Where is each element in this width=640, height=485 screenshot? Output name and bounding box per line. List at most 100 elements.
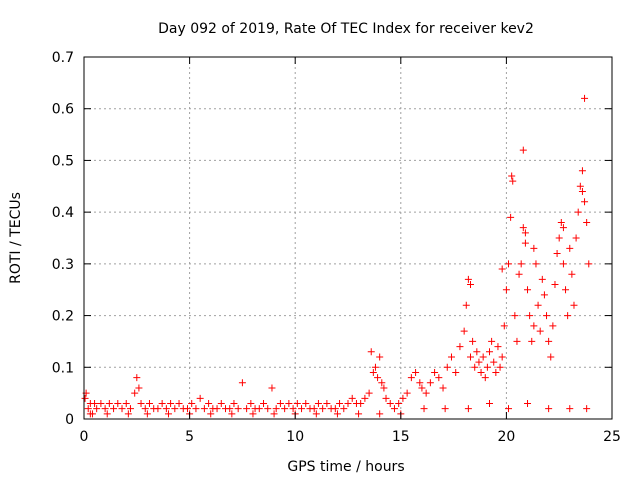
data-point [101,405,109,413]
y-tick-label: 0 [65,412,74,428]
data-point [466,353,474,361]
data-point [515,270,523,278]
data-point [530,244,538,252]
data-point [84,405,92,413]
tick-labels: 0 5 10 15 20 25 0 0.1 0.2 0.3 0.4 0.5 0.6 0.7 [52,50,621,445]
data-point [498,353,506,361]
x-tick-label: 0 [80,429,89,445]
data-point [559,224,567,232]
data-point [521,229,529,237]
data-point [534,301,542,309]
data-point [302,399,310,407]
data-point [581,198,589,206]
data-point [524,399,532,407]
data-point [564,312,572,320]
data-point [192,405,200,413]
data-point [585,260,593,268]
data-point [462,301,470,309]
data-point [452,368,460,376]
data-point [137,399,145,407]
data-point [416,379,424,387]
x-tick-label: 20 [497,429,515,445]
data-point [526,312,534,320]
data-point [145,399,153,407]
data-point [285,399,293,407]
data-point [502,286,510,294]
data-point [477,368,485,376]
data-point [310,405,318,413]
data-point [298,405,306,413]
data-point [517,260,525,268]
x-axis-label: GPS time / hours [287,459,404,475]
data-point [348,394,356,402]
data-point [505,405,513,413]
data-point [162,405,170,413]
data-point [264,405,272,413]
data-point [344,399,352,407]
data-point [460,327,468,335]
data-point [540,291,548,299]
data-point [171,405,179,413]
data-point [581,94,589,102]
data-point [289,405,297,413]
data-point [272,405,280,413]
data-point [207,410,215,418]
data-point [505,260,513,268]
data-point [528,337,536,345]
y-tick-label: 0.1 [52,360,74,376]
data-point [205,399,213,407]
data-point [498,265,506,273]
data-point [545,337,553,345]
y-tick-label: 0.3 [52,257,74,273]
data-point [390,405,398,413]
data-point [464,275,472,283]
data-point [319,405,327,413]
data-point [260,399,268,407]
data-point [559,260,567,268]
data-point [481,374,489,382]
data-point [97,399,105,407]
data-point [369,368,377,376]
data-point [583,405,591,413]
data-point [545,405,553,413]
data-point [426,379,434,387]
data-point [323,399,331,407]
y-tick-label: 0.5 [52,153,74,169]
chart-title: Day 092 of 2019, Rate Of TEC Index for r… [158,21,534,37]
data-point [367,348,375,356]
data-point [154,405,162,413]
data-point [361,394,369,402]
data-point [403,389,411,397]
data-point [486,399,494,407]
data-point [399,394,407,402]
data-point [365,389,373,397]
data-point [103,410,111,418]
data-point [293,399,301,407]
x-tick-label: 25 [603,429,621,445]
data-point [576,182,584,190]
data-point [532,260,540,268]
data-point [466,281,474,289]
data-point [570,301,578,309]
data-point [509,177,517,185]
data-point [519,146,527,154]
data-point [126,405,134,413]
data-point [376,410,384,418]
data-point [435,374,443,382]
y-tick-label: 0.4 [52,205,74,221]
y-tick-label: 0.7 [52,50,74,66]
data-point [568,270,576,278]
data-point [555,234,563,242]
data-point [200,405,208,413]
x-tick-label: 10 [286,429,304,445]
data-point [547,353,555,361]
x-tick-label: 15 [392,429,410,445]
data-point [479,353,487,361]
data-point [268,384,276,392]
data-point [175,399,183,407]
data-point [562,286,570,294]
data-point [488,337,496,345]
data-point [530,322,538,330]
y-axis-label: ROTI / TECUs [8,192,24,284]
